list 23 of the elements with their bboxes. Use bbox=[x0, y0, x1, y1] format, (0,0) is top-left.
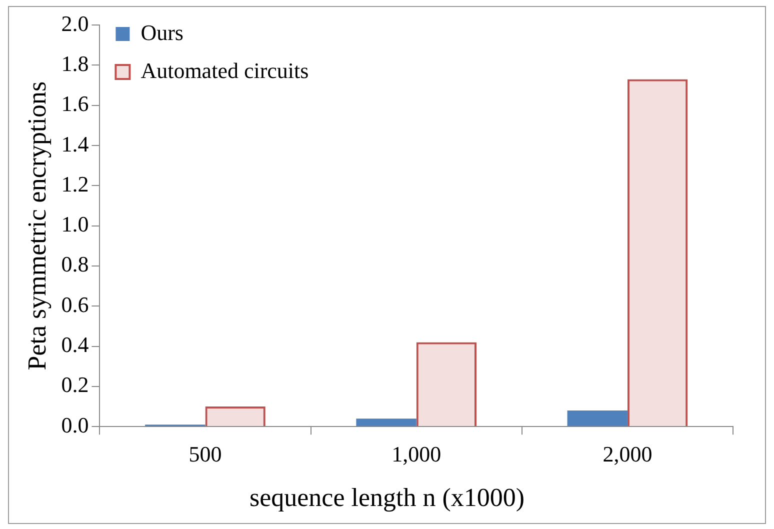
bar bbox=[205, 406, 266, 426]
y-tick-label: 0.2 bbox=[61, 372, 89, 398]
bar bbox=[627, 79, 688, 426]
y-tick-label: 0.4 bbox=[61, 332, 89, 358]
y-tick-label: 1.8 bbox=[61, 50, 89, 76]
x-tick-label: 1,000 bbox=[392, 442, 442, 467]
bar bbox=[416, 342, 477, 426]
x-tick-label: 2,000 bbox=[602, 442, 652, 467]
y-tick-label: 0.6 bbox=[61, 292, 89, 317]
y-tick-label: 1.6 bbox=[61, 91, 89, 116]
legend-label: Ours bbox=[140, 20, 184, 45]
legend-label: Automated circuits bbox=[140, 58, 309, 83]
y-axis-title: Peta symmetric encryptions bbox=[22, 81, 52, 370]
y-tick-label: 1.4 bbox=[61, 131, 89, 156]
y-tick-label: 0.8 bbox=[61, 252, 89, 277]
y-tick-label: 1.2 bbox=[61, 171, 89, 196]
x-tick-label: 500 bbox=[188, 442, 222, 467]
x-axis-title: sequence length n (x1000) bbox=[248, 483, 526, 513]
y-tick-label: 1.0 bbox=[61, 212, 89, 237]
y-tick-label: 2.0 bbox=[61, 10, 89, 36]
bar bbox=[567, 410, 628, 426]
bar bbox=[356, 418, 416, 426]
y-tick-label: 0.0 bbox=[61, 412, 89, 438]
